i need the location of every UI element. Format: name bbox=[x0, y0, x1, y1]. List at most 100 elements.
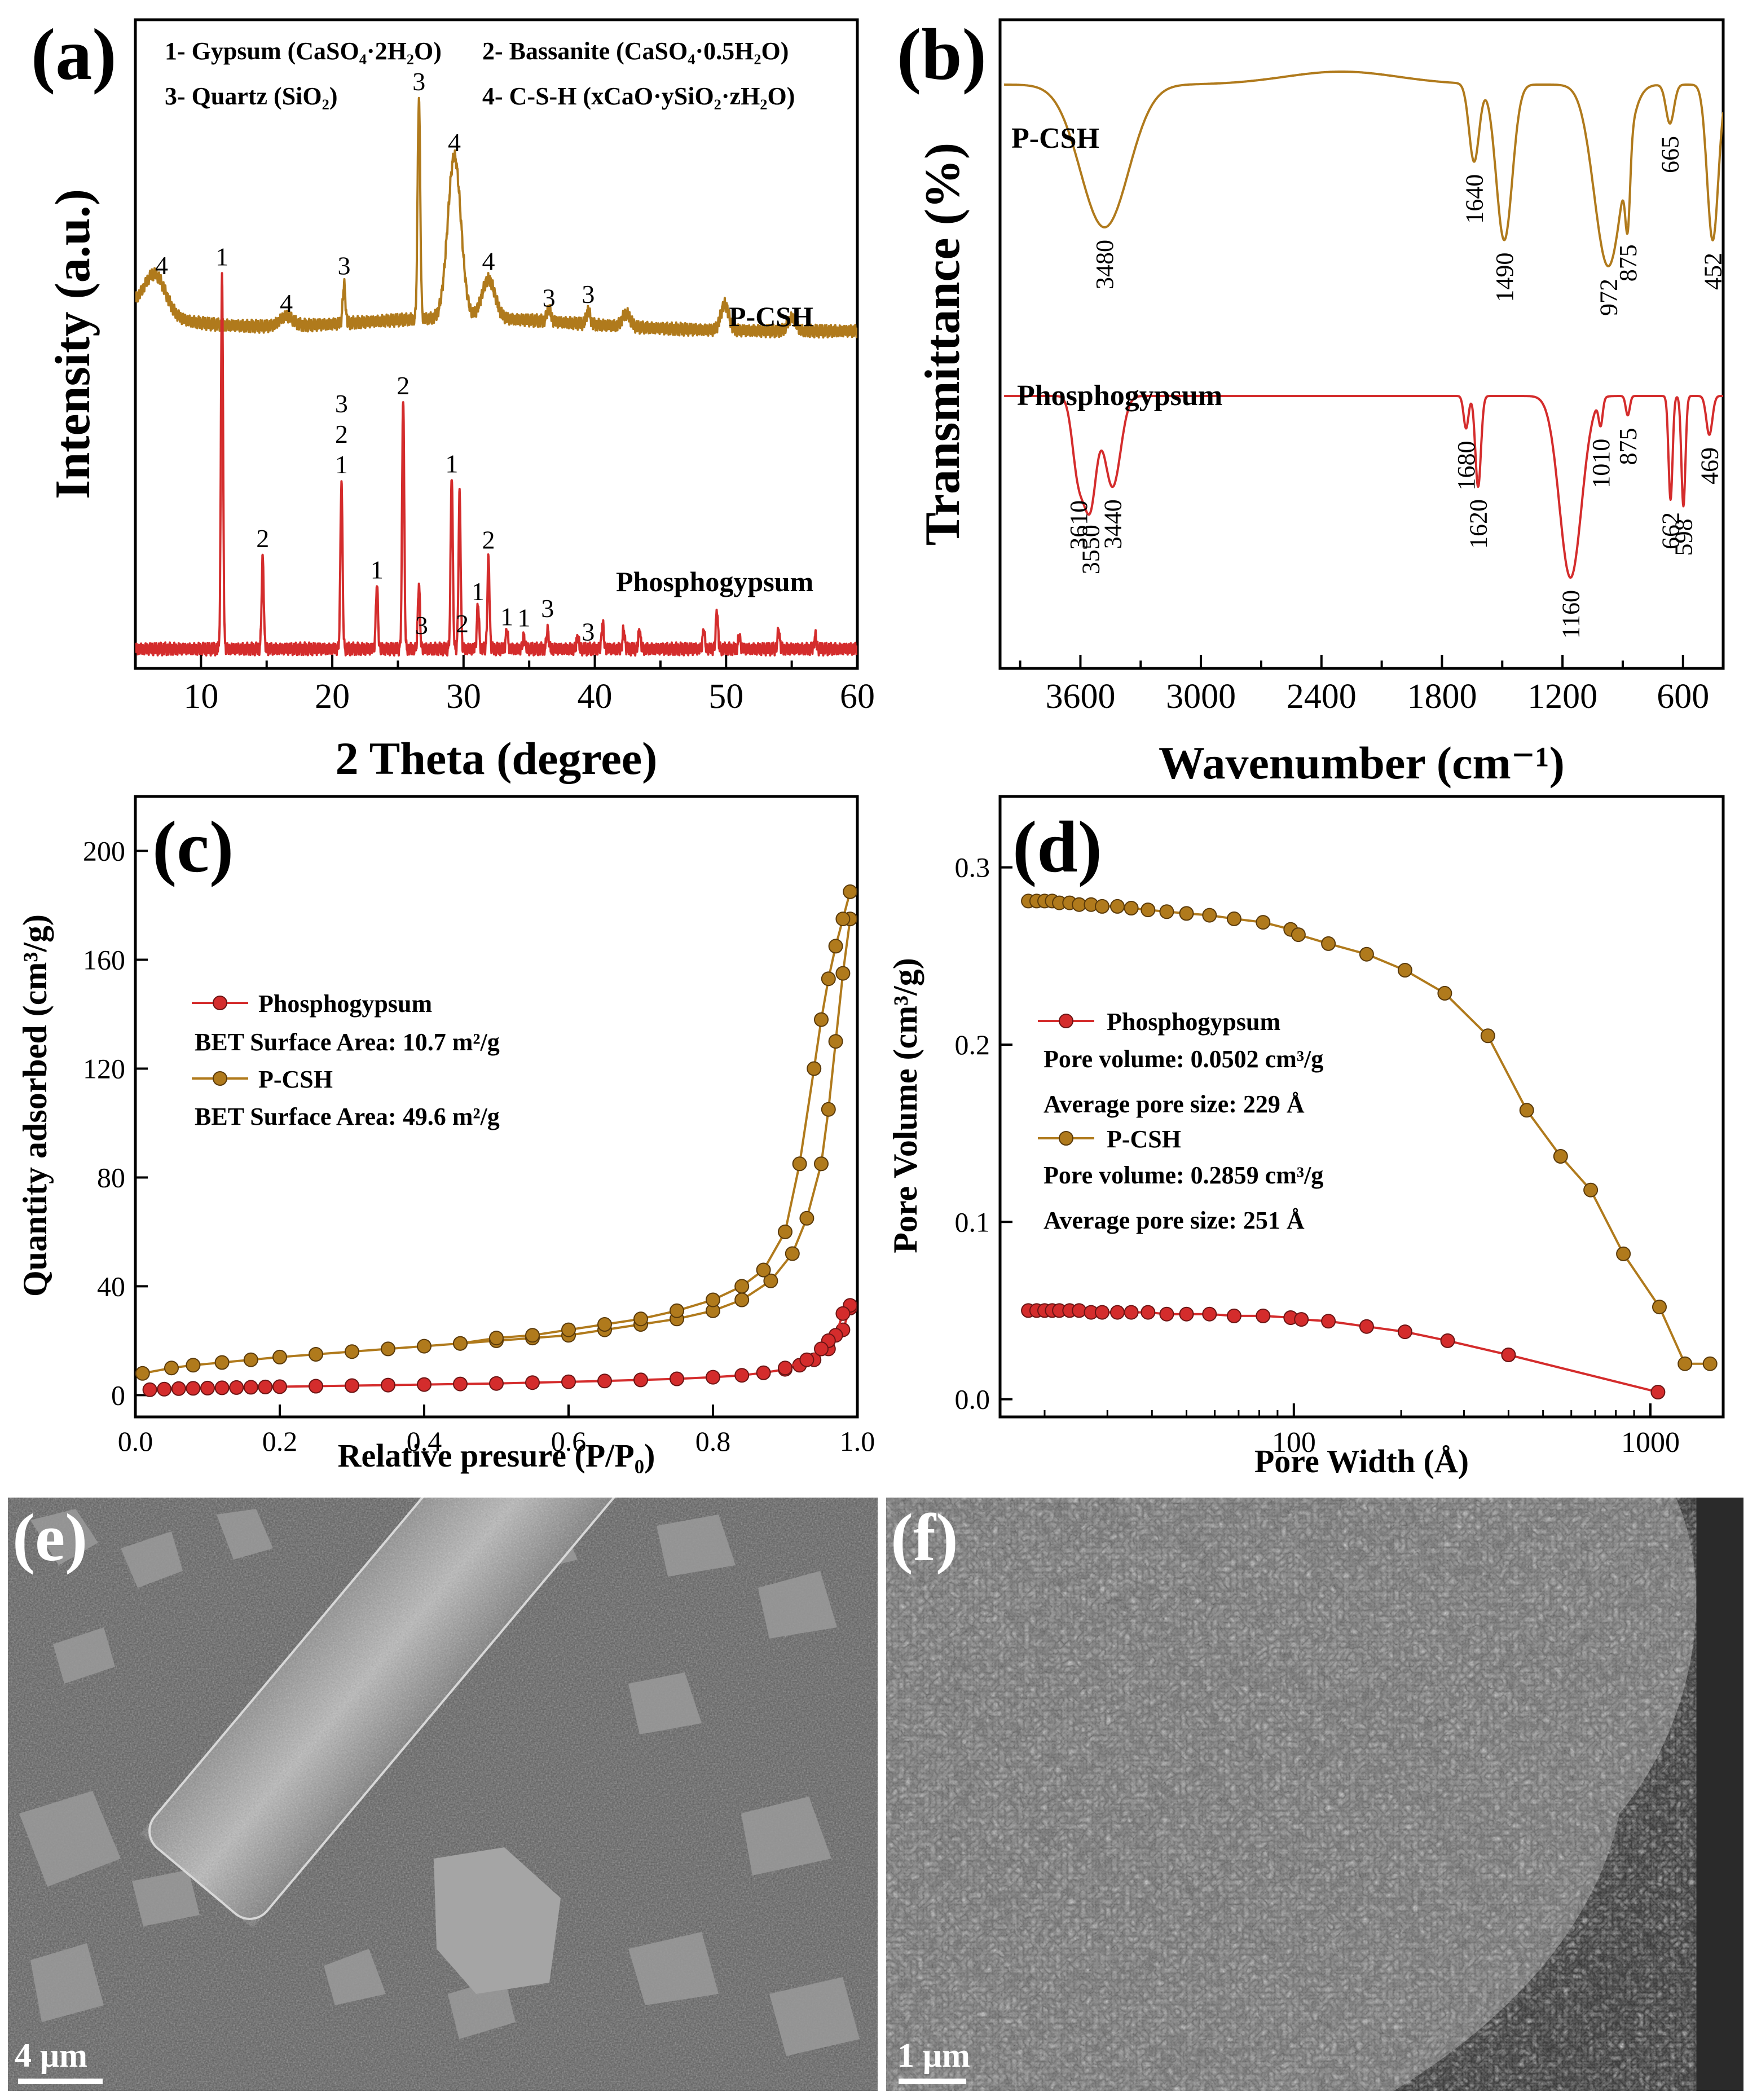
pore-point bbox=[1256, 915, 1271, 930]
isotherm-point bbox=[792, 1156, 807, 1172]
panel-a-ylabel: Intensity (a.u.) bbox=[46, 189, 100, 499]
panel-d-plot bbox=[1021, 893, 1718, 1399]
isotherm-point bbox=[821, 971, 836, 987]
pore-point bbox=[1110, 1305, 1125, 1320]
x-tick-label: 1.0 bbox=[840, 1425, 875, 1457]
x-tick-label: 0.6 bbox=[551, 1425, 587, 1457]
legend-d-pcsh-name: P-CSH bbox=[1107, 1125, 1181, 1153]
isotherm-point bbox=[525, 1375, 540, 1390]
pore-point bbox=[1650, 1385, 1666, 1399]
x-tick-label: 0.0 bbox=[118, 1425, 153, 1457]
pore-point bbox=[1321, 1314, 1336, 1329]
isotherm-point bbox=[345, 1378, 359, 1393]
peak-label: 2 bbox=[335, 420, 348, 448]
panel-b-x-ticks: 3600 3000 2400 1800 1200 600 bbox=[1019, 655, 1709, 716]
panel-a-xlabel: 2 Theta (degree) bbox=[336, 733, 658, 784]
pore-point bbox=[1141, 902, 1156, 918]
legend-d-phosphogypsum-size: Average pore size: 229 Å bbox=[1043, 1090, 1305, 1118]
legend-d-phosphogypsum-name: Phosphogypsum bbox=[1107, 1008, 1280, 1036]
isotherm-point bbox=[843, 884, 857, 899]
legend-d-phosphogypsum-marker bbox=[1059, 1014, 1073, 1028]
isotherm-point bbox=[214, 1380, 230, 1395]
x-tick-label: 40 bbox=[578, 677, 613, 716]
isotherm-line bbox=[460, 891, 852, 1345]
y-tick-label: 80 bbox=[97, 1161, 125, 1193]
band-label: 1680 bbox=[1452, 441, 1480, 491]
pore-point bbox=[1124, 901, 1139, 915]
legend-pcsh-marker bbox=[213, 1071, 227, 1086]
isotherm-point bbox=[706, 1292, 720, 1307]
pore-point bbox=[1501, 1348, 1516, 1362]
peak-label: 1 bbox=[500, 602, 513, 631]
isotherm-point bbox=[417, 1377, 432, 1392]
pore-point bbox=[1553, 1149, 1568, 1164]
pore-point bbox=[1702, 1356, 1718, 1371]
x-tick-label: 60 bbox=[840, 677, 875, 716]
legend-d-pcsh-size: Average pore size: 251 Å bbox=[1043, 1207, 1305, 1234]
panel-e-label: (e) bbox=[12, 1500, 88, 1575]
band-label: 1160 bbox=[1557, 590, 1584, 639]
pore-point bbox=[1291, 927, 1306, 943]
isotherm-point bbox=[157, 1381, 172, 1397]
isotherm-point bbox=[835, 1306, 851, 1321]
panel-d: 100 1000 0.0 0.1 0.2 0.3 (d) Phosphogypsum Po… bbox=[887, 795, 1725, 1480]
x-tick-label: 1800 bbox=[1407, 677, 1477, 716]
legend-phosphogypsum-bet: BET Surface Area: 10.7 m²/g bbox=[195, 1028, 500, 1056]
legend-line-1b: 2- Bassanite (CaSO₄·0.5H₂O) bbox=[482, 37, 789, 65]
x-tick-label: 600 bbox=[1657, 677, 1709, 716]
sem-f-scale-bar bbox=[899, 2079, 966, 2084]
peak-label: 2 bbox=[482, 525, 495, 554]
panel-d-ticks: 100 1000 0.0 0.1 0.2 0.3 bbox=[955, 852, 1680, 1459]
band-label: 972 bbox=[1595, 279, 1622, 316]
peak-label: 1 bbox=[472, 577, 485, 606]
legend-line-2a: 3- Quartz (SiO₂) bbox=[165, 82, 337, 110]
isotherm-point bbox=[345, 1344, 359, 1359]
isotherm-point bbox=[272, 1379, 287, 1394]
pore-point bbox=[1321, 936, 1336, 951]
peak-label: 3 bbox=[335, 389, 348, 418]
isotherm-point bbox=[525, 1328, 540, 1343]
sem-f-texture bbox=[886, 1498, 1743, 2091]
legend-phosphogypsum-marker bbox=[213, 996, 227, 1010]
pore-point bbox=[1110, 899, 1125, 914]
isotherm-point bbox=[597, 1317, 612, 1332]
x-tick-label: 1200 bbox=[1527, 677, 1597, 716]
x-tick-label: 50 bbox=[708, 677, 743, 716]
panel-d-label: (d) bbox=[1012, 807, 1102, 888]
y-tick-label: 0.0 bbox=[955, 1384, 990, 1415]
sem-e-scale-bar bbox=[18, 2079, 103, 2084]
pore-point bbox=[1256, 1308, 1271, 1323]
y-tick-label: 0.2 bbox=[955, 1029, 990, 1060]
pore-point bbox=[1397, 963, 1412, 978]
band-label: 665 bbox=[1657, 136, 1684, 173]
panel-a-label: (a) bbox=[31, 14, 117, 95]
isotherm-point bbox=[734, 1368, 750, 1383]
band-label: 1010 bbox=[1587, 439, 1615, 488]
legend-line-2b: 4- C-S-H (xCaO·ySiO₂·zH₂O) bbox=[482, 82, 795, 110]
isotherm-point bbox=[186, 1381, 201, 1396]
legend-d-phosphogypsum-volume: Pore volume: 0.0502 cm³/g bbox=[1043, 1045, 1323, 1073]
band-label: 3610 bbox=[1065, 500, 1093, 550]
legend-d-pcsh-volume: Pore volume: 0.2859 cm³/g bbox=[1043, 1161, 1323, 1189]
y-tick-label: 200 bbox=[83, 835, 125, 866]
pcsh-series-label: P-CSH bbox=[729, 301, 813, 332]
y-tick-label: 0.1 bbox=[955, 1206, 990, 1238]
isotherm-point bbox=[807, 1061, 822, 1076]
pore-point bbox=[1124, 1305, 1139, 1320]
panel-c-plot bbox=[135, 884, 857, 1397]
panel-f-label: (f) bbox=[891, 1500, 958, 1575]
isotherm-point bbox=[258, 1379, 273, 1394]
pore-point bbox=[1437, 985, 1452, 1001]
isotherm-point bbox=[756, 1365, 771, 1380]
panel-d-ylabel: Pore Volume (cm³/g) bbox=[887, 958, 924, 1253]
isotherm-point bbox=[799, 1210, 814, 1226]
isotherm-point bbox=[814, 1156, 829, 1172]
isotherm-point bbox=[756, 1262, 771, 1278]
band-label: 1640 bbox=[1460, 174, 1488, 224]
x-tick-label: 100 bbox=[1272, 1427, 1316, 1459]
band-label: 469 bbox=[1696, 447, 1723, 485]
sem-e-rod bbox=[148, 1498, 651, 1920]
